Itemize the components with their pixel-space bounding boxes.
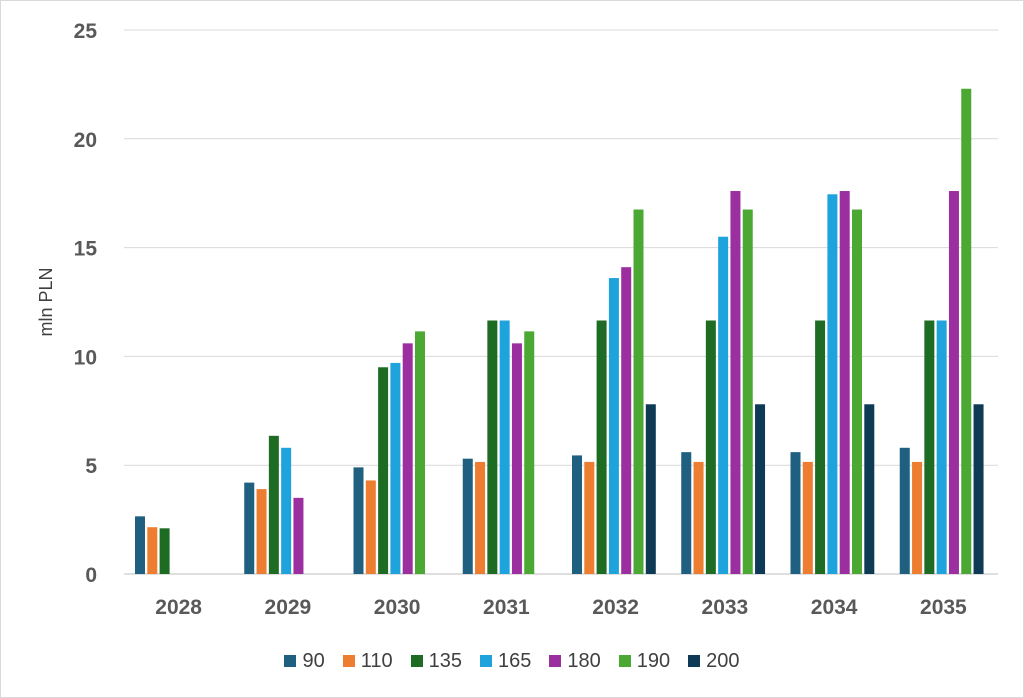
bar-90-2034 [790, 452, 801, 574]
bar-135-2028 [159, 528, 170, 574]
x-axis-ticks: 2028 2029 2030 2031 2032 2033 2034 2035 [155, 596, 967, 619]
legend-item-135: 135 [410, 649, 462, 673]
bar-190-2033 [742, 209, 753, 574]
legend-item-200: 200 [688, 649, 740, 673]
x-tick-label: 2028 [155, 596, 202, 619]
bar-90-2032 [572, 455, 582, 574]
bar-110-2028 [147, 527, 158, 574]
x-tick-label: 2031 [483, 596, 530, 619]
bar-110-2030 [365, 480, 376, 574]
bar-110-2032 [584, 461, 595, 574]
bar-180-2030 [402, 343, 413, 574]
y-axis-label: mln PLN [36, 267, 56, 336]
bar-135-2032 [596, 320, 607, 574]
legend-label: 165 [498, 649, 532, 672]
bar-110-2033 [693, 461, 704, 574]
bar-190-2031 [524, 331, 535, 574]
legend-swatch [549, 655, 562, 667]
y-tick-label: 5 [85, 455, 97, 478]
legend-label: 90 [302, 649, 325, 672]
legend-swatch [342, 655, 355, 667]
bar-165-2035 [936, 320, 947, 574]
bar-90-2028 [135, 516, 145, 574]
legend-item-110: 110 [342, 649, 393, 673]
bar-200-2035 [973, 404, 984, 574]
bar-190-2032 [633, 209, 644, 574]
legend-item-180: 180 [549, 649, 601, 673]
bar-180-2033 [730, 191, 741, 575]
bar-200-2033 [755, 404, 766, 574]
legend-swatch [284, 655, 297, 667]
bar-180-2035 [948, 191, 959, 575]
bar-110-2029 [256, 489, 267, 574]
y-axis-ticks: 0 5 10 15 20 25 [74, 20, 98, 587]
bar-90-2035 [899, 447, 910, 574]
bar-165-2029 [281, 447, 292, 574]
bar-190-2030 [415, 331, 425, 574]
legend-item-90: 90 [284, 649, 325, 673]
y-tick-label: 0 [85, 564, 97, 587]
legend-swatch [480, 655, 492, 667]
legend-swatch [688, 655, 701, 667]
bar-190-2035 [961, 88, 972, 574]
x-tick-label: 2032 [592, 596, 639, 619]
legend-item-190: 190 [618, 649, 671, 673]
x-tick-label: 2029 [265, 596, 312, 619]
bar-135-2030 [378, 367, 389, 574]
bar-90-2030 [353, 467, 364, 574]
y-tick-label: 20 [74, 129, 97, 152]
bar-165-2034 [827, 194, 838, 574]
bar-110-2031 [475, 461, 486, 574]
legend-label: 135 [428, 649, 462, 672]
bar-90-2031 [462, 458, 473, 574]
legend-item-165: 165 [480, 650, 531, 673]
x-tick-label: 2034 [811, 596, 858, 619]
bar-180-2032 [621, 267, 632, 574]
bar-135-2034 [815, 320, 826, 574]
bar-190-2034 [852, 209, 862, 574]
bar-110-2035 [912, 461, 923, 574]
y-tick-label: 25 [74, 20, 98, 43]
x-tick-label: 2030 [374, 596, 421, 619]
bar-200-2034 [864, 404, 875, 574]
x-tick-label: 2035 [920, 596, 967, 619]
bar-165-2032 [608, 278, 619, 574]
legend-swatch [618, 655, 631, 667]
x-tick-label: 2033 [702, 596, 749, 619]
legend-label: 110 [360, 649, 393, 672]
bar-90-2029 [244, 482, 255, 574]
bar-180-2031 [511, 343, 522, 574]
bar-135-2031 [487, 320, 498, 574]
legend-label: 180 [567, 649, 601, 672]
legend-swatch [410, 655, 423, 667]
legend-label: 190 [636, 649, 671, 672]
bar-90-2033 [681, 452, 692, 574]
bar-180-2029 [293, 497, 304, 574]
bar-180-2034 [839, 191, 850, 575]
bar-165-2030 [390, 362, 401, 574]
y-tick-label: 15 [74, 238, 98, 261]
legend-label: 200 [706, 649, 740, 672]
bar-165-2033 [718, 236, 729, 574]
bar-165-2031 [499, 320, 510, 574]
bar-135-2033 [705, 320, 716, 574]
bar-110-2034 [802, 461, 813, 574]
bars [135, 88, 984, 575]
bar-135-2035 [924, 320, 935, 574]
bar-135-2029 [268, 435, 279, 574]
y-tick-label: 10 [74, 346, 97, 369]
bar-200-2032 [645, 404, 656, 574]
legend: 90 110 135 165 180 190 200 [0, 646, 1024, 676]
